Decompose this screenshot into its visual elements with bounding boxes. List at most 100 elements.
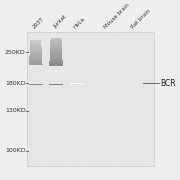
Text: BCR: BCR bbox=[161, 79, 176, 88]
Bar bbox=[29, 63, 42, 64]
Bar bbox=[30, 41, 41, 42]
Bar bbox=[49, 84, 63, 85]
Bar bbox=[69, 83, 83, 84]
Bar bbox=[30, 45, 41, 46]
Bar bbox=[30, 50, 42, 51]
Bar bbox=[29, 84, 42, 85]
Bar bbox=[69, 83, 83, 84]
Bar bbox=[69, 83, 83, 84]
Bar bbox=[29, 58, 42, 59]
Bar bbox=[69, 83, 83, 84]
Bar bbox=[69, 83, 83, 84]
Bar bbox=[30, 55, 42, 56]
Bar bbox=[50, 48, 62, 49]
Bar bbox=[30, 51, 42, 52]
Bar bbox=[69, 83, 83, 84]
Bar bbox=[49, 84, 63, 85]
Bar bbox=[50, 57, 62, 58]
Bar bbox=[69, 83, 83, 84]
Bar bbox=[27, 32, 154, 166]
Bar bbox=[50, 52, 62, 53]
Bar bbox=[69, 83, 83, 84]
Bar bbox=[49, 84, 63, 85]
Text: 100KD: 100KD bbox=[5, 148, 26, 153]
Bar bbox=[29, 84, 42, 85]
Bar bbox=[49, 84, 63, 85]
Bar bbox=[29, 59, 42, 60]
Bar bbox=[29, 84, 42, 85]
Bar bbox=[49, 84, 63, 85]
Text: 180KD: 180KD bbox=[5, 81, 26, 86]
Bar bbox=[29, 84, 42, 85]
Bar bbox=[49, 84, 63, 85]
Bar bbox=[50, 42, 62, 43]
Bar bbox=[29, 62, 42, 63]
Bar bbox=[29, 84, 42, 85]
Bar bbox=[29, 60, 42, 61]
Bar bbox=[69, 83, 83, 84]
Bar bbox=[49, 84, 63, 85]
Bar bbox=[69, 83, 83, 84]
Bar bbox=[29, 84, 42, 85]
Bar bbox=[51, 39, 62, 40]
Bar bbox=[49, 84, 63, 85]
Bar bbox=[50, 50, 62, 51]
Bar bbox=[50, 59, 62, 60]
Bar bbox=[30, 54, 42, 55]
Bar bbox=[29, 57, 42, 58]
Bar bbox=[69, 83, 83, 84]
Text: HeLa: HeLa bbox=[73, 16, 86, 29]
Bar bbox=[29, 84, 42, 85]
Bar bbox=[49, 84, 63, 85]
Bar bbox=[29, 84, 42, 85]
Bar bbox=[30, 40, 41, 41]
Text: Jurkat: Jurkat bbox=[53, 14, 68, 29]
Bar bbox=[50, 51, 62, 52]
Bar bbox=[30, 46, 42, 47]
Bar bbox=[69, 83, 83, 84]
Text: 130KD: 130KD bbox=[5, 108, 26, 113]
Bar bbox=[30, 53, 42, 54]
Bar bbox=[69, 83, 83, 84]
Bar bbox=[49, 62, 63, 63]
Bar bbox=[69, 83, 83, 84]
Bar bbox=[50, 41, 62, 42]
Bar bbox=[50, 60, 62, 61]
Bar bbox=[50, 44, 62, 45]
Bar bbox=[30, 48, 42, 49]
Bar bbox=[49, 65, 63, 66]
Bar bbox=[50, 45, 62, 46]
Bar bbox=[50, 46, 62, 47]
Bar bbox=[50, 58, 62, 59]
Bar bbox=[50, 56, 62, 57]
Bar bbox=[29, 84, 42, 85]
Bar bbox=[50, 43, 62, 44]
Bar bbox=[50, 55, 62, 56]
Bar bbox=[29, 84, 42, 85]
Bar bbox=[69, 83, 83, 84]
Bar bbox=[30, 44, 41, 45]
Bar bbox=[29, 61, 42, 62]
Bar bbox=[29, 84, 42, 85]
Bar bbox=[30, 56, 42, 57]
Bar bbox=[49, 84, 63, 85]
Bar bbox=[30, 42, 41, 43]
Bar bbox=[50, 61, 62, 62]
Bar bbox=[69, 83, 83, 84]
Bar bbox=[50, 47, 62, 48]
Bar bbox=[30, 52, 42, 53]
Bar bbox=[69, 83, 83, 84]
Bar bbox=[49, 84, 63, 85]
Bar bbox=[50, 49, 62, 50]
Bar bbox=[49, 63, 63, 64]
Bar bbox=[29, 64, 42, 65]
Bar bbox=[49, 84, 63, 85]
Bar bbox=[69, 83, 83, 84]
Bar bbox=[30, 43, 41, 44]
Text: Mouse brain: Mouse brain bbox=[103, 2, 130, 29]
Text: 293T: 293T bbox=[32, 16, 46, 29]
Bar bbox=[30, 47, 42, 48]
Bar bbox=[50, 54, 62, 55]
Text: Rat brain: Rat brain bbox=[130, 8, 152, 29]
Bar bbox=[29, 84, 42, 85]
